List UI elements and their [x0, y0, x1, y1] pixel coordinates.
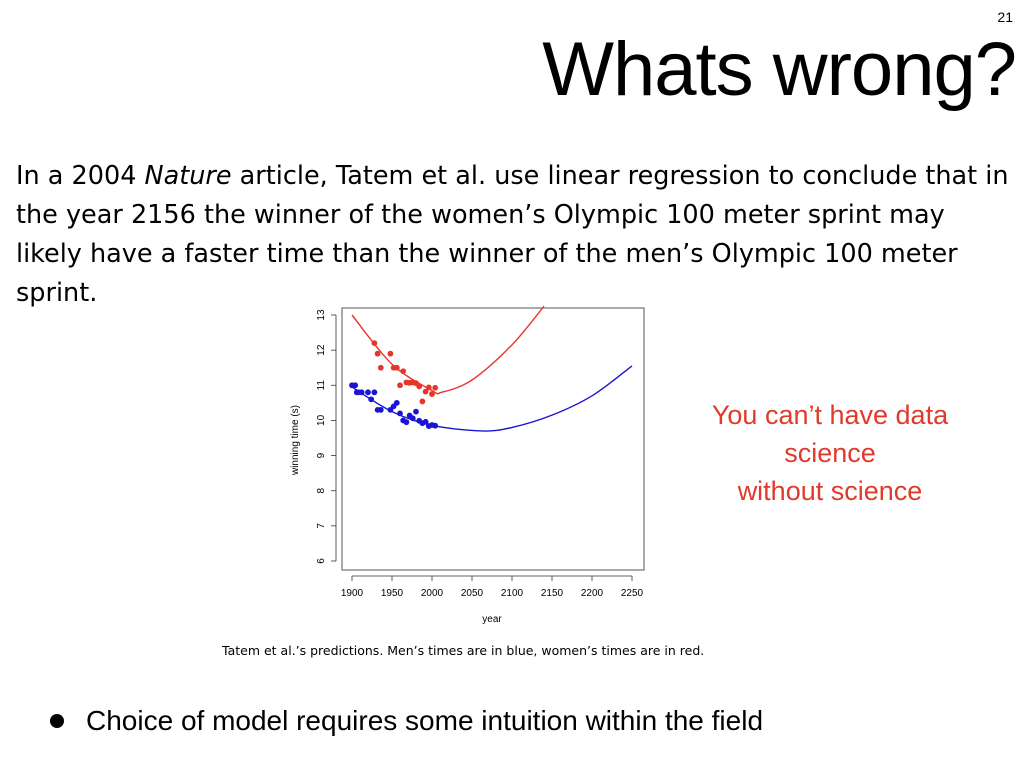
- sprint-times-chart: 1900 1950 2000 2050 2100 2150 2200 2250 6 7 8 9 10 1…: [290, 305, 645, 625]
- x-tick-label: 1950: [381, 588, 404, 599]
- slide-title: Whats wrong?: [542, 27, 1017, 112]
- figure-caption: Tatem et al.’s predictions. Men’s times …: [222, 643, 705, 658]
- bullet-dot-icon: [50, 714, 64, 728]
- y-tick-label: 11: [316, 380, 327, 391]
- data-point: [416, 383, 423, 390]
- intro-text-start: In a 2004: [16, 161, 145, 191]
- data-point: [429, 391, 435, 397]
- data-point: [425, 384, 432, 391]
- y-tick-label: 10: [316, 414, 327, 426]
- callout-text: You can’t have data science without scie…: [670, 396, 990, 510]
- bullet-item: Choice of model requires some intuition …: [50, 703, 763, 739]
- data-point: [432, 384, 439, 391]
- journal-name: Nature: [144, 161, 232, 191]
- x-tick-label: 2200: [581, 588, 604, 599]
- x-tick-label: 2100: [501, 588, 524, 599]
- y-tick-label: 12: [316, 344, 327, 356]
- data-point: [377, 406, 384, 413]
- y-tick-label: 8: [316, 487, 327, 493]
- y-tick-label: 7: [316, 523, 327, 529]
- x-tick-label: 2150: [541, 588, 564, 599]
- intro-text-end: article, Tatem et al. use linear regress…: [16, 161, 1009, 308]
- data-point: [365, 389, 371, 396]
- y-axis: 6 7 8 9 10 11 12 13: [316, 309, 337, 564]
- data-point: [403, 419, 410, 426]
- y-tick-label: 6: [316, 558, 327, 564]
- data-point: [371, 389, 378, 396]
- intro-paragraph: In a 2004 Nature article, Tatem et al. u…: [16, 157, 1016, 313]
- bullet-text: Choice of model requires some intuition …: [86, 705, 764, 736]
- data-point: [432, 422, 439, 429]
- x-axis: 1900 1950 2000 2050 2100 2150 2200 2250: [341, 575, 644, 599]
- y-tick-label: 9: [316, 452, 327, 458]
- data-point: [393, 399, 400, 406]
- data-point: [397, 382, 403, 389]
- data-point: [387, 350, 394, 357]
- data-point: [397, 410, 403, 417]
- data-point: [400, 368, 407, 375]
- x-tick-label: 2000: [421, 588, 444, 599]
- data-point: [374, 350, 381, 357]
- data-point: [358, 389, 365, 396]
- data-point: [413, 408, 419, 415]
- data-point: [377, 364, 384, 371]
- fit-curve: [351, 365, 633, 432]
- page-number: 21: [997, 9, 1013, 25]
- callout-line-3: without science: [737, 476, 923, 506]
- x-tick-label: 2050: [461, 588, 484, 599]
- data-point: [422, 418, 429, 425]
- data-point: [368, 396, 375, 403]
- regression-figure: 1900 1950 2000 2050 2100 2150 2200 2250 6 7 8 9 10 1…: [286, 300, 648, 630]
- series-0: [349, 365, 633, 432]
- data-point: [419, 398, 426, 405]
- y-tick-label: 13: [316, 309, 327, 321]
- fit-curve: [351, 305, 545, 395]
- data-point: [352, 382, 359, 389]
- callout-line-2: science: [784, 438, 876, 468]
- data-point: [409, 415, 416, 422]
- data-point: [371, 340, 378, 347]
- x-axis-label: year: [482, 614, 502, 625]
- data-point: [422, 388, 429, 395]
- plot-frame: [341, 307, 645, 571]
- series-layer: [349, 305, 633, 432]
- x-tick-label: 1900: [341, 588, 364, 599]
- data-point: [393, 364, 400, 371]
- series-1: [351, 305, 545, 405]
- y-axis-label: winning time (s): [290, 405, 301, 476]
- callout-line-1: You can’t have data: [711, 400, 949, 430]
- x-tick-label: 2250: [621, 588, 644, 599]
